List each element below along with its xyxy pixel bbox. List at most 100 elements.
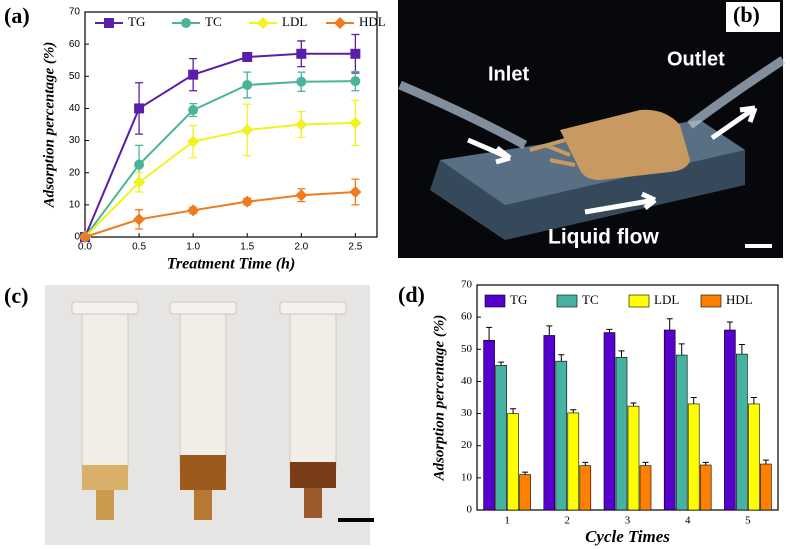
panel-label: (d) <box>398 282 425 307</box>
legend-label: HDL <box>726 292 753 307</box>
photo-label: Inlet <box>488 63 529 85</box>
y-tick-label: 40 <box>69 103 81 114</box>
marker <box>104 18 114 28</box>
chip-inlet-channels <box>529 138 576 167</box>
y-tick-label: 50 <box>461 343 473 355</box>
series-line <box>84 121 356 238</box>
error-bar <box>690 397 697 404</box>
syringe <box>279 301 347 518</box>
error-bar <box>522 471 529 475</box>
legend-label: LDL <box>282 14 307 29</box>
marker <box>134 103 145 114</box>
y-tick-label: 0 <box>467 504 473 516</box>
bar <box>760 463 772 511</box>
x-tick-label: 2.0 <box>294 242 308 253</box>
bar <box>687 403 700 511</box>
series-line <box>84 191 356 238</box>
legend-label: LDL <box>654 292 679 307</box>
panel-label: (b) <box>733 2 760 27</box>
bar <box>579 465 592 511</box>
error-bar <box>486 326 493 341</box>
y-tick-label: 40 <box>461 375 473 387</box>
x-axis-title: Cycle Times <box>585 527 670 546</box>
y-tick-label: 20 <box>69 167 81 178</box>
legend-swatch <box>700 294 722 308</box>
marker <box>334 17 346 29</box>
marker <box>188 69 199 80</box>
marker <box>350 76 361 87</box>
marker <box>79 231 91 243</box>
y-axis-title: Adsorption percentage (%) <box>41 42 57 209</box>
bar <box>724 329 736 511</box>
marker <box>188 105 199 116</box>
y-axis-title: Adsorption percentage (%) <box>431 315 447 482</box>
y-tick-label: 10 <box>69 199 81 210</box>
bar <box>483 339 495 511</box>
error-bar <box>678 343 685 356</box>
panel-label: (a) <box>4 3 30 28</box>
marker <box>181 18 191 28</box>
error-bar <box>570 409 577 413</box>
error-bar <box>630 402 637 407</box>
marker <box>296 48 307 59</box>
x-axis-title: Treatment Time (h) <box>167 256 296 273</box>
bar <box>699 464 712 511</box>
bar <box>603 332 616 511</box>
syringe <box>71 301 139 520</box>
marker <box>241 195 254 208</box>
outlet-tube <box>687 56 786 129</box>
y-tick-label: 10 <box>461 471 473 483</box>
y-tick-label: 50 <box>69 71 81 82</box>
legend-label: HDL <box>359 14 386 29</box>
legend-swatch <box>484 294 506 308</box>
error-bar <box>666 318 673 330</box>
error-bar <box>642 461 649 466</box>
legend-label: TG <box>510 292 527 307</box>
series-line <box>84 80 356 238</box>
marker <box>133 176 146 189</box>
x-tick-label: 1 <box>504 515 510 527</box>
x-tick-label: 1.0 <box>186 242 200 253</box>
plot-frame <box>476 284 779 511</box>
syringe <box>169 301 237 520</box>
y-tick-label: 0 <box>74 232 80 243</box>
marker <box>349 186 362 198</box>
error-bar <box>726 321 733 330</box>
marker <box>133 213 146 226</box>
error-bar <box>498 361 505 366</box>
panel-label: (c) <box>4 283 28 308</box>
error-bar <box>606 328 613 333</box>
outlet-arrow <box>710 105 758 141</box>
marker <box>257 17 269 29</box>
bar <box>627 405 640 511</box>
legend-swatch <box>628 294 650 308</box>
marker <box>295 118 308 131</box>
marker <box>187 135 200 148</box>
y-tick-label: 30 <box>461 407 473 419</box>
x-tick-label: 3 <box>625 515 631 527</box>
bar <box>615 357 628 511</box>
bar <box>639 465 652 511</box>
photo-label: Outlet <box>667 48 725 70</box>
legend-label: TC <box>205 14 222 29</box>
label-background <box>726 2 780 32</box>
bar <box>519 474 531 511</box>
x-tick-label: 5 <box>745 515 751 527</box>
series-line <box>84 52 356 238</box>
bar <box>507 413 519 511</box>
marker <box>134 159 145 170</box>
chip-channel <box>560 109 690 180</box>
bar <box>663 329 676 511</box>
y-tick-label: 60 <box>461 311 473 323</box>
plot-frame <box>84 11 378 238</box>
bar <box>748 403 760 511</box>
x-tick-label: 1.5 <box>240 242 254 253</box>
y-tick-label: 70 <box>69 7 81 18</box>
marker <box>241 123 254 136</box>
legend-swatch <box>556 294 578 308</box>
bar <box>567 412 580 511</box>
error-bar <box>762 459 769 465</box>
x-tick-label: 0.5 <box>132 242 146 253</box>
x-tick-label: 0.0 <box>78 242 92 253</box>
